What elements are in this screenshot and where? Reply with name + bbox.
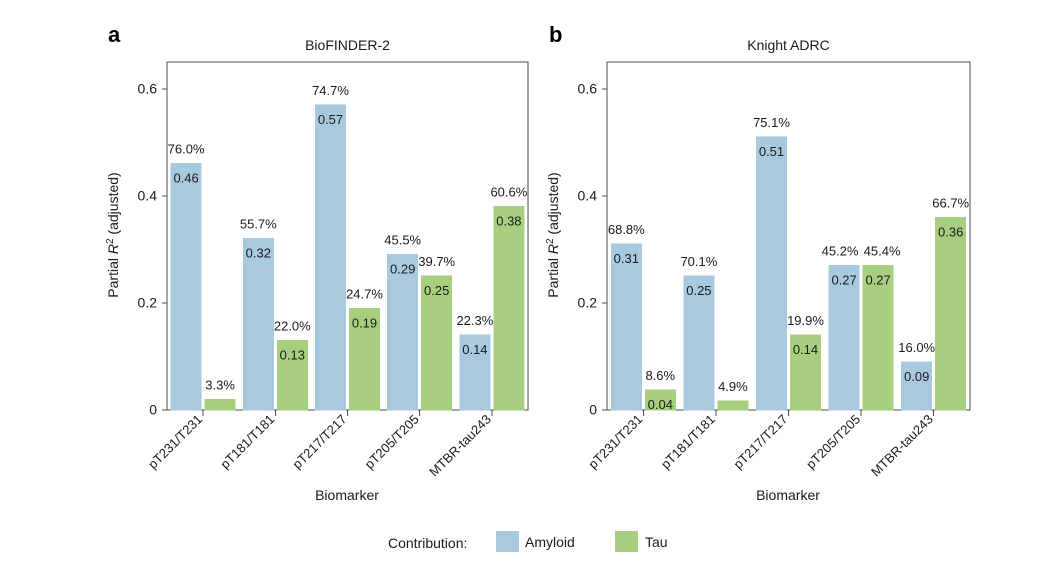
svg-text:pT231/T231: pT231/T231 xyxy=(585,412,645,472)
svg-text:pT217/T217: pT217/T217 xyxy=(730,412,790,472)
svg-text:0: 0 xyxy=(149,402,157,418)
svg-text:Knight ADRC: Knight ADRC xyxy=(747,37,829,53)
svg-text:55.7%: 55.7% xyxy=(240,217,277,232)
svg-text:8.6%: 8.6% xyxy=(645,368,675,383)
svg-text:60.6%: 60.6% xyxy=(490,185,527,200)
svg-text:Tau: Tau xyxy=(645,534,668,550)
svg-text:MTBR-tau243: MTBR-tau243 xyxy=(868,412,936,480)
svg-text:4.9%: 4.9% xyxy=(718,379,748,394)
svg-text:0.4: 0.4 xyxy=(138,187,158,203)
svg-text:0.14: 0.14 xyxy=(793,342,818,357)
svg-text:0.27: 0.27 xyxy=(831,272,856,287)
svg-text:pT205/T205: pT205/T205 xyxy=(803,412,863,472)
svg-text:76.0%: 76.0% xyxy=(168,142,205,157)
svg-text:0.51: 0.51 xyxy=(759,144,784,159)
svg-text:24.7%: 24.7% xyxy=(346,286,383,301)
svg-text:Amyloid: Amyloid xyxy=(525,534,575,550)
svg-text:0.27: 0.27 xyxy=(865,272,890,287)
svg-text:Partial R2 (adjusted): Partial R2 (adjusted) xyxy=(545,172,562,297)
svg-text:19.9%: 19.9% xyxy=(787,313,824,328)
svg-text:74.7%: 74.7% xyxy=(312,83,349,98)
svg-text:0.6: 0.6 xyxy=(138,80,158,96)
svg-text:68.8%: 68.8% xyxy=(608,222,645,237)
svg-text:66.7%: 66.7% xyxy=(932,195,969,210)
svg-text:39.7%: 39.7% xyxy=(418,254,455,269)
svg-text:0.09: 0.09 xyxy=(904,369,929,384)
svg-text:0.36: 0.36 xyxy=(938,224,963,239)
svg-text:Contribution:: Contribution: xyxy=(388,535,467,551)
svg-text:MTBR-tau243: MTBR-tau243 xyxy=(426,412,494,480)
svg-text:0.6: 0.6 xyxy=(578,80,598,96)
svg-text:0.13: 0.13 xyxy=(280,347,305,362)
svg-text:22.0%: 22.0% xyxy=(274,318,311,333)
svg-text:BioFINDER-2: BioFINDER-2 xyxy=(305,37,390,53)
svg-text:0.31: 0.31 xyxy=(614,251,639,266)
svg-text:pT181/T181: pT181/T181 xyxy=(658,412,718,472)
svg-text:pT231/T231: pT231/T231 xyxy=(145,412,205,472)
svg-text:70.1%: 70.1% xyxy=(680,254,717,269)
svg-text:0.2: 0.2 xyxy=(578,294,598,310)
svg-text:0.46: 0.46 xyxy=(173,171,198,186)
svg-text:22.3%: 22.3% xyxy=(456,313,493,328)
svg-text:3.3%: 3.3% xyxy=(205,377,235,392)
svg-text:pT181/T181: pT181/T181 xyxy=(217,412,277,472)
svg-text:16.0%: 16.0% xyxy=(898,340,935,355)
svg-text:45.2%: 45.2% xyxy=(822,243,859,258)
svg-text:0.25: 0.25 xyxy=(686,283,711,298)
svg-text:0.19: 0.19 xyxy=(352,315,377,330)
svg-text:0.32: 0.32 xyxy=(246,246,271,261)
svg-text:0.25: 0.25 xyxy=(424,283,449,298)
svg-text:45.5%: 45.5% xyxy=(384,233,421,248)
svg-text:0.57: 0.57 xyxy=(318,112,343,127)
svg-text:pT205/T205: pT205/T205 xyxy=(362,412,422,472)
svg-text:0.29: 0.29 xyxy=(390,262,415,277)
svg-text:0.14: 0.14 xyxy=(462,342,487,357)
svg-text:pT217/T217: pT217/T217 xyxy=(289,412,349,472)
svg-text:75.1%: 75.1% xyxy=(753,115,790,130)
svg-text:0.38: 0.38 xyxy=(496,214,521,229)
svg-text:Partial R2 (adjusted): Partial R2 (adjusted) xyxy=(105,172,122,297)
svg-text:Biomarker: Biomarker xyxy=(756,487,820,503)
svg-text:0: 0 xyxy=(589,402,597,418)
svg-text:0.04: 0.04 xyxy=(648,397,673,412)
svg-text:Biomarker: Biomarker xyxy=(315,487,379,503)
svg-text:b: b xyxy=(549,22,562,47)
svg-text:0.2: 0.2 xyxy=(138,294,158,310)
svg-text:a: a xyxy=(108,22,121,47)
svg-text:0.4: 0.4 xyxy=(578,187,598,203)
svg-text:45.4%: 45.4% xyxy=(864,243,901,258)
